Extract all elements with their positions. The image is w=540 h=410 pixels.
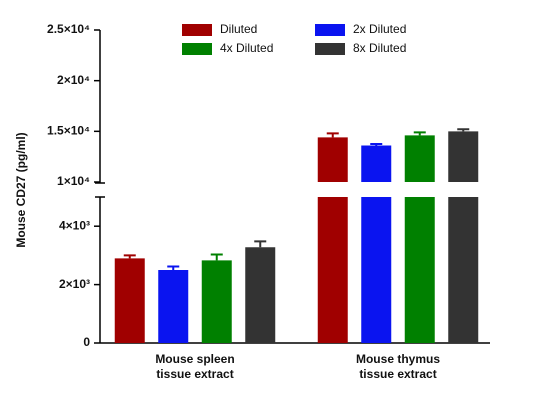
- error-bar: [254, 240, 267, 248]
- bar: [448, 131, 479, 343]
- bar: [158, 270, 189, 343]
- y-tick-label: 2.5×10⁴: [47, 22, 90, 36]
- y-axis-label: Mouse CD27 (pg/ml): [14, 132, 28, 247]
- legend-label: Diluted: [220, 22, 257, 36]
- legend-label: 4x Diluted: [220, 41, 273, 55]
- legend-swatch: [182, 24, 212, 36]
- y-tick-label: 2×10⁴: [57, 73, 90, 87]
- legend-swatch: [315, 24, 345, 36]
- error-bar: [210, 253, 223, 261]
- error-bar: [326, 132, 339, 138]
- bar: [404, 135, 435, 343]
- error-bar: [370, 143, 383, 146]
- y-tick-label: 2×10³: [59, 277, 90, 291]
- error-bar: [123, 254, 136, 259]
- x-tick-label: Mouse spleen tissue extract: [155, 352, 235, 381]
- legend-swatch: [182, 43, 212, 55]
- error-bar: [413, 131, 426, 136]
- y-tick-label: 1×10⁴: [57, 174, 90, 188]
- bar: [317, 137, 348, 343]
- y-tick-label: 4×10³: [59, 218, 90, 232]
- x-tick-label: Mouse thymus tissue extract: [355, 352, 440, 381]
- bar: [114, 258, 145, 343]
- y-tick-label: 0: [83, 335, 90, 349]
- y-tick-label: 1.5×10⁴: [47, 124, 90, 138]
- bar: [245, 247, 276, 343]
- legend-swatch: [315, 43, 345, 55]
- bar: [361, 145, 392, 343]
- legend-label: 8x Diluted: [353, 41, 406, 55]
- error-bar: [457, 128, 470, 132]
- error-bar: [167, 265, 180, 270]
- legend-label: 2x Diluted: [353, 22, 406, 36]
- bar: [201, 260, 232, 343]
